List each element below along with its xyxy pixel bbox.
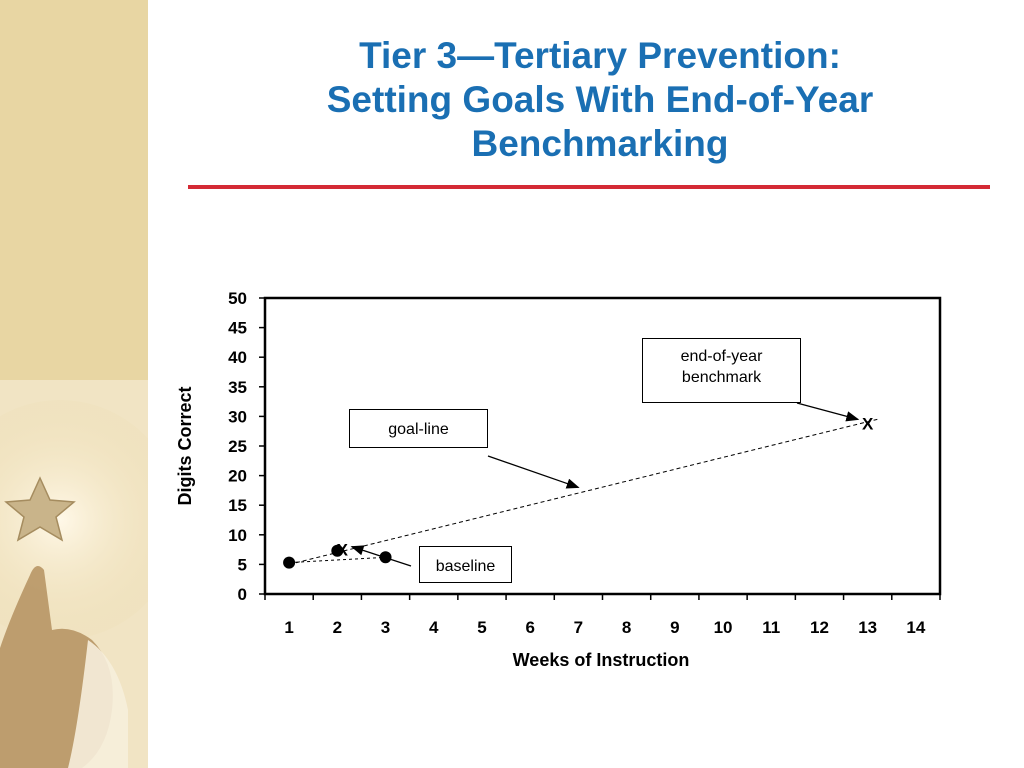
y-tick-label: 20: [228, 467, 247, 486]
y-tick-label: 40: [228, 348, 247, 367]
baseline-median-marker: X: [337, 541, 349, 560]
goal-line: [288, 418, 878, 565]
callout-text: end-of-year: [680, 348, 763, 365]
y-tick-label: 5: [238, 555, 247, 574]
title-line-3: Benchmarking: [471, 123, 729, 164]
x-tick-label: 9: [670, 618, 679, 637]
x-tick-label: 11: [762, 618, 780, 637]
x-tick-label: 1: [284, 618, 293, 637]
baseline-data-point: [283, 556, 296, 569]
decorative-side-panel: [0, 0, 148, 768]
y-tick-label: 25: [228, 437, 247, 456]
x-tick-label: 14: [906, 618, 925, 637]
title-divider: [188, 185, 990, 189]
y-tick-label: 0: [238, 585, 247, 604]
callout-text: goal-line: [388, 421, 449, 438]
x-tick-label: 10: [714, 618, 733, 637]
title-line-1: Tier 3—Tertiary Prevention:: [359, 35, 841, 76]
star-icon: [4, 476, 76, 542]
x-tick-label: 5: [477, 618, 486, 637]
y-tick-label: 45: [228, 319, 247, 338]
x-tick-label: 12: [810, 618, 829, 637]
x-tick-label: 6: [525, 618, 534, 637]
y-tick-label: 50: [228, 289, 247, 308]
baseline-arrow: [350, 545, 412, 567]
goal-line-arrow: [487, 455, 580, 489]
x-tick-label: 7: [574, 618, 583, 637]
callout-text: baseline: [435, 558, 496, 575]
slide-title: Tier 3—Tertiary Prevention: Setting Goal…: [170, 34, 1024, 166]
x-tick-label: 2: [333, 618, 342, 637]
y-tick-label: 10: [228, 526, 247, 545]
callout-text: benchmark: [681, 369, 762, 386]
end-of-year-benchmark-callout: end-of-year benchmark: [642, 338, 801, 403]
baseline-data-point: [331, 544, 344, 557]
y-axis-title: Digits Correct: [175, 386, 195, 505]
child-reaching-for-star-image: [0, 380, 148, 768]
x-tick-label: 4: [429, 618, 439, 637]
x-tick-label: 8: [622, 618, 631, 637]
y-tick-label: 30: [228, 407, 247, 426]
y-tick-label: 15: [228, 496, 247, 515]
y-tick-label: 35: [228, 378, 247, 397]
baseline-callout: baseline: [419, 546, 512, 583]
end-of-year-benchmark-marker: X: [862, 415, 874, 434]
end-of-year-benchmark-arrow: [796, 402, 860, 422]
goal-line-callout: goal-line: [349, 409, 488, 448]
title-line-2: Setting Goals With End-of-Year: [326, 79, 874, 120]
x-tick-label: 3: [381, 618, 390, 637]
x-axis-title: Weeks of Instruction: [513, 650, 690, 670]
baseline-trend-line: [289, 556, 386, 564]
x-tick-label: 13: [858, 618, 877, 637]
